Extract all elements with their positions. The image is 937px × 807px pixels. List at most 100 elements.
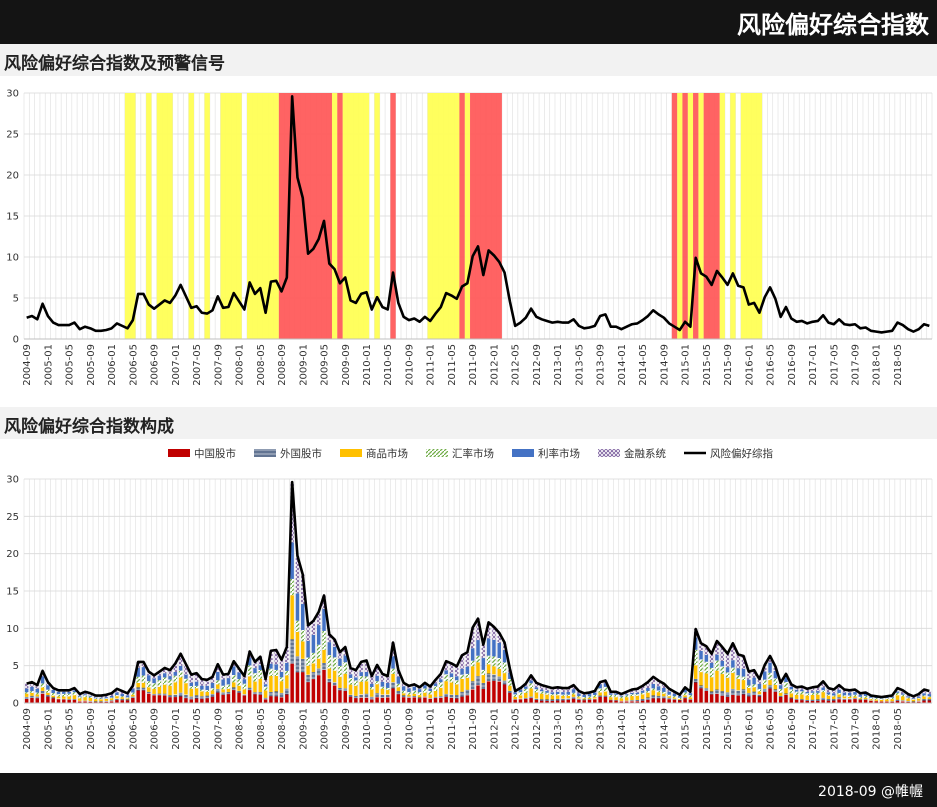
bar-segment: [380, 694, 385, 698]
bar-segment: [587, 696, 592, 698]
bar-segment: [534, 692, 539, 699]
bar-segment: [444, 681, 448, 694]
bar-segment: [401, 690, 406, 694]
bar-segment: [534, 698, 539, 700]
bar-segment: [816, 699, 820, 701]
bar-segment: [147, 675, 151, 682]
bar-segment: [571, 696, 576, 699]
bar-segment: [704, 673, 709, 689]
bar-segment: [401, 693, 406, 696]
bar-segment: [417, 698, 422, 703]
bar-segment: [210, 690, 215, 695]
bar-segment: [449, 673, 454, 678]
bar-segment: [656, 692, 661, 696]
y-tick-label: 5: [13, 661, 19, 672]
bar-segment: [539, 693, 544, 700]
bar-segment: [874, 698, 879, 700]
bar-segment: [486, 622, 491, 639]
bar-segment: [858, 699, 863, 701]
bar-segment: [205, 685, 209, 691]
bar-segment: [433, 696, 438, 699]
bar-segment: [566, 699, 571, 703]
bar-segment: [301, 604, 305, 630]
bar-segment: [147, 671, 151, 676]
x-tick-label: 2014-05: [638, 708, 649, 750]
header-bar: 风险偏好综合指数: [0, 0, 937, 44]
bar-segment: [306, 674, 310, 683]
bar-segment: [752, 695, 756, 703]
bar-segment: [741, 655, 746, 669]
bar-segment: [794, 694, 799, 699]
bar-segment: [619, 695, 624, 697]
bar-segment: [200, 698, 204, 703]
bar-segment: [624, 695, 629, 698]
bar-segment: [178, 692, 183, 697]
bar-segment: [72, 699, 77, 700]
bar-segment: [109, 695, 114, 698]
bar-segment: [916, 700, 921, 702]
bar-segment: [295, 632, 300, 657]
bar-segment: [768, 662, 772, 673]
bar-segment: [444, 661, 448, 671]
bar-segment: [736, 690, 740, 696]
bar-segment: [200, 689, 204, 692]
bar-segment: [253, 661, 257, 669]
bar-segment: [40, 676, 45, 684]
bar-segment: [906, 701, 910, 703]
bar-segment: [587, 694, 592, 697]
red-signal-band: [459, 93, 465, 339]
x-tick-label: 2015-05: [702, 344, 713, 386]
bar-segment: [93, 701, 98, 703]
bar-segment: [486, 673, 491, 682]
bar-segment: [157, 693, 162, 696]
bar-segment: [412, 693, 417, 697]
bar-segment: [513, 699, 517, 703]
bar-segment: [189, 699, 194, 703]
bar-segment: [720, 695, 725, 703]
x-tick-label: 2010-09: [404, 344, 415, 386]
bar-segment: [226, 673, 231, 679]
red-signal-band: [390, 93, 396, 339]
bar-segment: [46, 695, 50, 697]
bar-segment: [184, 694, 188, 699]
bar-segment: [571, 685, 576, 690]
yellow-signal-band: [740, 93, 763, 339]
bar-segment: [492, 656, 496, 667]
bar-segment: [747, 696, 751, 703]
bar-segment: [449, 677, 454, 683]
bar-segment: [338, 690, 342, 703]
x-tick-label: 2011-05: [447, 708, 458, 750]
bar-segment: [221, 694, 225, 703]
bar-segment: [72, 699, 77, 703]
bar-segment: [263, 699, 268, 703]
bar-segment: [901, 693, 905, 695]
bar-segment: [301, 629, 305, 642]
bar-segment: [370, 699, 374, 703]
bar-segment: [407, 688, 411, 693]
bar-segment: [306, 665, 310, 675]
bar-segment: [651, 676, 655, 684]
x-tick-label: 2017-01: [808, 708, 819, 750]
bar-segment: [693, 678, 698, 683]
bar-segment: [316, 658, 321, 669]
bar-segment: [826, 688, 831, 693]
bar-segment: [401, 686, 406, 691]
bar-segment: [614, 694, 618, 698]
bar-segment: [115, 698, 119, 701]
bar-segment: [582, 700, 586, 703]
legend-swatch: [340, 449, 362, 457]
bar-segment: [348, 684, 353, 695]
y-axis: 0 5 10 15 20 25 30: [6, 475, 19, 710]
bar-segment: [550, 694, 555, 696]
bar-segment: [603, 683, 608, 687]
bar-segment: [693, 665, 698, 679]
bar-segment: [640, 698, 645, 701]
y-tick-label: 10: [6, 624, 19, 635]
bar-segment: [125, 699, 130, 701]
bar-segment: [476, 655, 480, 663]
bar-segment: [821, 690, 825, 693]
bar-segment: [534, 687, 539, 690]
bar-segment: [332, 682, 337, 686]
bar-segment: [747, 692, 751, 697]
bar-segment: [508, 690, 512, 693]
